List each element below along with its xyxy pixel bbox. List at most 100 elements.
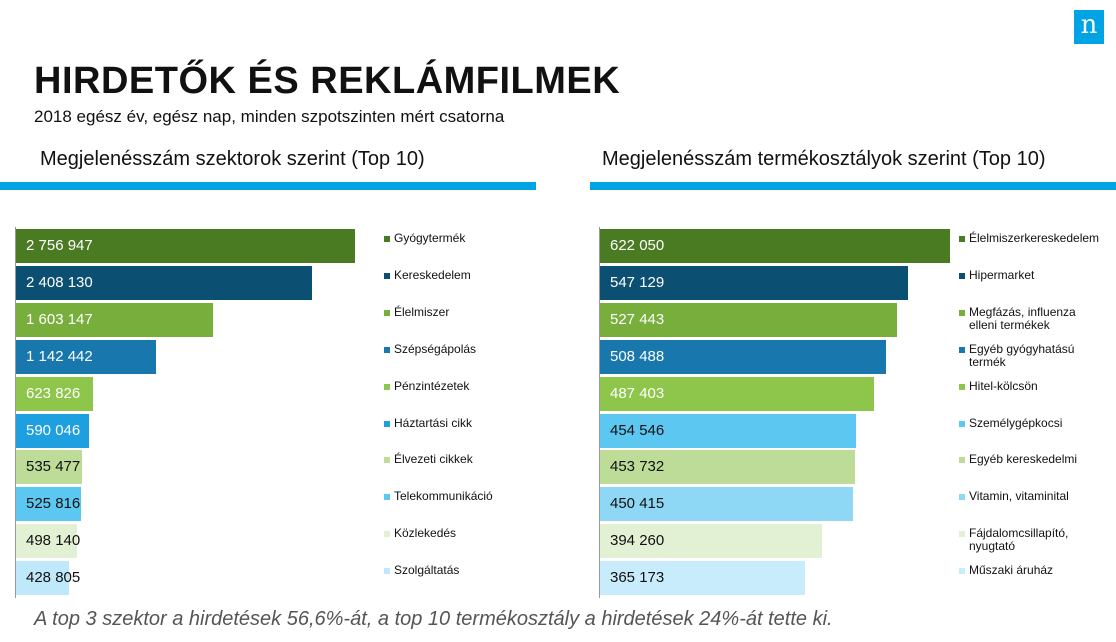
legend-entry: Megfázás, influenza elleni termékek bbox=[959, 304, 1076, 332]
legend-entry: Pénzintézetek bbox=[384, 378, 470, 393]
legend-swatch bbox=[959, 420, 965, 427]
bar bbox=[16, 339, 156, 374]
legend-swatch bbox=[959, 494, 965, 501]
legend-label: Közlekedés bbox=[394, 526, 457, 541]
data-label: 525 816 bbox=[26, 495, 81, 513]
legend-entry: Szépségápolás bbox=[384, 341, 477, 356]
legend-swatch bbox=[959, 457, 965, 464]
legend-swatch bbox=[959, 309, 965, 316]
legend-label: Egyéb kereskedelmi bbox=[969, 452, 1078, 467]
bar bbox=[16, 561, 69, 596]
legend-swatch bbox=[959, 346, 965, 353]
data-label: 394 260 bbox=[610, 532, 665, 550]
legend-swatch bbox=[384, 531, 390, 538]
right-title-rule bbox=[590, 182, 1116, 190]
bar bbox=[600, 450, 855, 485]
bar bbox=[600, 561, 805, 596]
bar bbox=[16, 229, 355, 263]
legend-swatch bbox=[384, 383, 390, 390]
legend-label: Telekommunikáció bbox=[394, 489, 493, 504]
page-title: HIRDETŐK ÉS REKLÁMFILMEK bbox=[34, 60, 621, 102]
bar bbox=[16, 413, 89, 448]
bar bbox=[600, 487, 853, 522]
nielsen-logo: n bbox=[1074, 10, 1104, 44]
data-label: 508 488 bbox=[610, 347, 665, 365]
legend-entry: Élelmiszer bbox=[384, 304, 450, 319]
data-label: 623 826 bbox=[26, 384, 81, 402]
legend-swatch bbox=[959, 272, 965, 279]
legend-entry: Gyógytermék bbox=[384, 232, 465, 245]
data-label: 547 129 bbox=[610, 273, 665, 291]
legend-swatch bbox=[384, 236, 390, 242]
legend-swatch bbox=[384, 494, 390, 501]
legend-entry: Kereskedelem bbox=[384, 267, 471, 282]
legend-swatch bbox=[384, 272, 390, 279]
bar bbox=[600, 376, 874, 411]
legend-label: Megfázás, influenza elleni termékek bbox=[969, 304, 1076, 332]
legend-label: Kereskedelem bbox=[394, 267, 471, 282]
bar bbox=[600, 524, 822, 559]
data-label: 2 756 947 bbox=[26, 237, 93, 254]
data-label: 450 415 bbox=[610, 495, 665, 513]
legend-label: Személygépkocsi bbox=[969, 415, 1063, 430]
legend-entry: Fájdalomcsillapító, nyugtató bbox=[959, 527, 1068, 553]
legend-entry: Élelmiszerkereskedelem bbox=[959, 232, 1099, 245]
data-label: 453 732 bbox=[610, 458, 665, 476]
legend-entry: Élvezeti cikkek bbox=[384, 453, 473, 466]
bar bbox=[600, 265, 908, 300]
left-title-rule bbox=[0, 182, 536, 190]
legend-entry: Műszaki áruház bbox=[959, 564, 1053, 577]
data-label: 2 408 130 bbox=[26, 273, 93, 291]
data-label: 622 050 bbox=[610, 237, 665, 254]
bar bbox=[16, 302, 213, 337]
data-label: 487 403 bbox=[610, 384, 665, 402]
legend-label: Műszaki áruház bbox=[969, 563, 1054, 578]
legend-label: Gyógytermék bbox=[394, 231, 466, 245]
legend-entry: Személygépkocsi bbox=[959, 415, 1063, 430]
data-label: 428 805 bbox=[26, 569, 81, 587]
bar bbox=[16, 524, 77, 559]
page-subtitle: 2018 egész év, egész nap, minden szpotsz… bbox=[34, 107, 505, 126]
data-label: 498 140 bbox=[26, 532, 81, 550]
legend-entry: Szolgáltatás bbox=[384, 564, 459, 577]
bar bbox=[600, 229, 950, 263]
left-chart-title: Megjelenésszám szektorok szerint (Top 10… bbox=[40, 148, 425, 170]
footnote: A top 3 szektor a hirdetések 56,6%-át, a… bbox=[34, 608, 833, 630]
legend-swatch bbox=[384, 346, 390, 353]
legend-label: Hipermarket bbox=[969, 267, 1035, 282]
legend-label: Egyéb gyógyhatású termék bbox=[969, 341, 1075, 369]
legend-swatch bbox=[959, 531, 965, 538]
legend-label: Élelmiszerkereskedelem bbox=[969, 231, 1100, 245]
legend-label: Pénzintézetek bbox=[394, 378, 470, 393]
legend-label: Élvezeti cikkek bbox=[394, 452, 473, 467]
bar bbox=[600, 413, 856, 448]
legend-swatch bbox=[959, 236, 965, 242]
legend-label: Hitel-kölcsön bbox=[969, 378, 1038, 393]
category-axis bbox=[15, 227, 16, 598]
legend-entry: Közlekedés bbox=[384, 527, 456, 540]
legend-label: Élelmiszer bbox=[394, 304, 450, 319]
legend-swatch bbox=[959, 568, 965, 575]
bar bbox=[16, 450, 82, 485]
legend-label: Szépségápolás bbox=[394, 341, 477, 356]
bar bbox=[16, 376, 93, 411]
right-chart-title: Megjelenésszám termékosztályok szerint (… bbox=[602, 148, 1046, 170]
data-label: 1 603 147 bbox=[26, 310, 93, 328]
legend-entry: Egyéb gyógyhatású termék bbox=[959, 341, 1075, 369]
data-label: 535 477 bbox=[26, 458, 81, 476]
legend-swatch bbox=[384, 420, 390, 427]
legend-entry: Hipermarket bbox=[959, 267, 1035, 282]
bar bbox=[600, 339, 886, 374]
legend-entry: Egyéb kereskedelmi bbox=[959, 453, 1077, 466]
legend-swatch bbox=[384, 309, 390, 316]
data-label: 365 173 bbox=[610, 569, 665, 587]
legend-swatch bbox=[959, 383, 965, 390]
bar bbox=[16, 265, 312, 300]
bar bbox=[600, 302, 897, 337]
data-label: 1 142 442 bbox=[26, 347, 93, 365]
data-label: 590 046 bbox=[26, 421, 81, 439]
legend-swatch bbox=[384, 457, 390, 464]
legend-swatch bbox=[384, 568, 390, 575]
legend-label: Fájdalomcsillapító, nyugtató bbox=[969, 526, 1069, 554]
data-label: 527 443 bbox=[610, 310, 665, 328]
